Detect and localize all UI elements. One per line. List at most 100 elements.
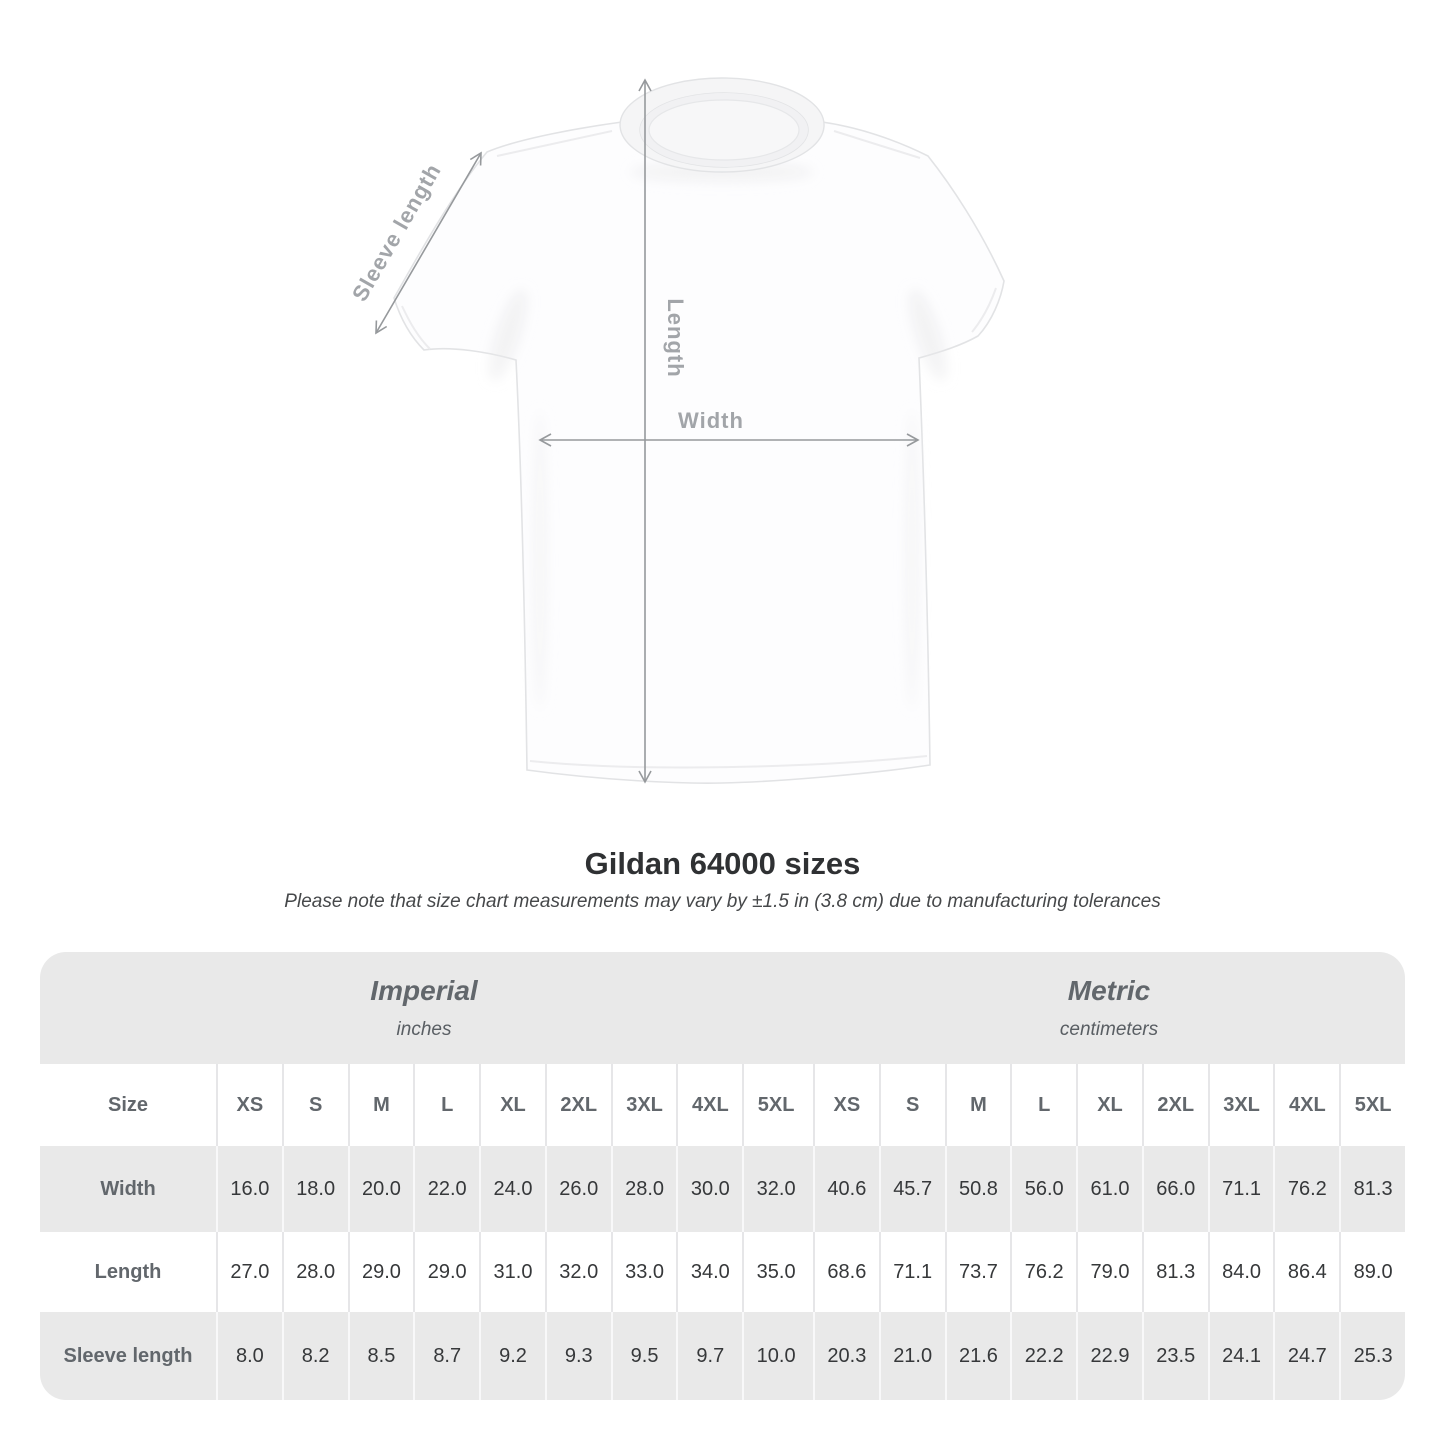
value-cell-imperial: 32.0 (544, 1232, 611, 1312)
size-header-metric-2xl: 2XL (1141, 1064, 1208, 1146)
value-cell-imperial: 28.0 (281, 1232, 348, 1312)
value-cell-imperial: 26.0 (544, 1146, 611, 1232)
imperial-title: Imperial (370, 975, 478, 1006)
value-cell-metric: 76.2 (1273, 1146, 1339, 1232)
width-label: Width (678, 408, 744, 433)
tshirt-graphic (393, 77, 1005, 784)
value-cell-imperial: 8.0 (216, 1312, 282, 1400)
value-cell-metric: 21.6 (944, 1312, 1011, 1400)
size-column-header: Size (107, 1093, 149, 1116)
value-cell-metric: 45.7 (878, 1146, 945, 1232)
length-arrowhead-bottom (638, 770, 652, 784)
right-shoulder-seam (833, 130, 921, 159)
sleeve-length-arrowhead-top (469, 151, 482, 166)
value-cell-metric: 79.0 (1076, 1232, 1142, 1312)
value-cell-imperial: 34.0 (676, 1232, 742, 1312)
size-header-imperial-4xl: 4XL (676, 1064, 742, 1146)
sleeve-length-arrowhead-bottom (375, 320, 388, 335)
value-cell-imperial: 10.0 (742, 1312, 808, 1400)
value-cell-imperial: 8.2 (281, 1312, 348, 1400)
size-header-metric-5xl: 5XL (1339, 1064, 1405, 1146)
left-sleeve-hem (401, 305, 431, 350)
imperial-subtitle: inches (396, 1019, 452, 1040)
value-cell-metric: 25.3 (1339, 1312, 1405, 1400)
length-arrowhead-top (638, 78, 652, 92)
value-cell-imperial: 9.3 (544, 1312, 611, 1400)
size-header-metric-s: S (878, 1064, 945, 1146)
value-cell-metric: 56.0 (1010, 1146, 1076, 1232)
size-header-metric-4xl: 4XL (1273, 1064, 1339, 1146)
table-row: Sleeve length 8.0 8.2 8.5 8.7 9.2 9.3 9.5 9.7 10.… (40, 1312, 1405, 1400)
value-cell-metric: 22.9 (1076, 1312, 1142, 1400)
value-cell-metric: 24.7 (1273, 1312, 1339, 1400)
value-cell-imperial: 18.0 (281, 1146, 348, 1232)
value-cell-metric: 40.6 (813, 1146, 879, 1232)
value-cell-metric: 24.1 (1207, 1312, 1274, 1400)
metric-section-header: Metric centimeters (813, 952, 1405, 1064)
value-cell-metric: 66.0 (1141, 1146, 1208, 1232)
value-cell-metric: 81.3 (1141, 1232, 1208, 1312)
value-cell-metric: 71.1 (878, 1232, 945, 1312)
value-cell-imperial: 16.0 (216, 1146, 282, 1232)
value-cell-imperial: 30.0 (676, 1146, 742, 1232)
row-label: Width (100, 1177, 156, 1200)
size-table: Imperial inches Metric centimeters Size X… (40, 952, 1405, 1400)
table-row: Width 16.0 18.0 20.0 22.0 24.0 26.0 28.0 30.0 32.… (40, 1146, 1405, 1232)
value-cell-metric: 86.4 (1273, 1232, 1339, 1312)
size-header-metric-xs: XS (813, 1064, 879, 1146)
row-label: Length (94, 1260, 162, 1283)
value-cell-imperial: 9.5 (610, 1312, 677, 1400)
size-header-metric-l: L (1010, 1064, 1076, 1146)
size-header-metric-m: M (944, 1064, 1011, 1146)
right-sleeve-hem (971, 287, 997, 333)
value-cell-metric: 73.7 (944, 1232, 1011, 1312)
collar-ribbing (648, 99, 800, 161)
bottom-hem-seam (529, 755, 928, 769)
value-cell-imperial: 28.0 (610, 1146, 677, 1232)
row-label: Sleeve length (63, 1344, 193, 1367)
value-cell-imperial: 9.7 (676, 1312, 742, 1400)
table-body: Width 16.0 18.0 20.0 22.0 24.0 26.0 28.0 30.0 32.… (40, 1146, 1405, 1400)
value-cell-metric: 81.3 (1339, 1146, 1405, 1232)
width-arrowhead-right (906, 433, 920, 447)
value-cell-imperial: 24.0 (479, 1146, 545, 1232)
size-header-metric-3xl: 3XL (1207, 1064, 1274, 1146)
value-cell-imperial: 22.0 (413, 1146, 479, 1232)
value-cell-metric: 21.0 (878, 1312, 945, 1400)
width-arrowhead-left (538, 433, 552, 447)
value-cell-metric: 22.2 (1010, 1312, 1076, 1400)
size-header-metric-xl: XL (1076, 1064, 1142, 1146)
value-cell-metric: 71.1 (1207, 1146, 1274, 1232)
size-header-row: Size XS S M L XL 2XL 3XL 4XL 5XL XS S M L XL 2XL 3XL 4XL 5… (40, 1064, 1405, 1146)
size-header-imperial-s: S (281, 1064, 348, 1146)
imperial-section-header: Imperial inches (40, 952, 808, 1064)
tolerance-note: Please note that size chart measurements… (284, 891, 1161, 912)
size-header-imperial-3xl: 3XL (610, 1064, 677, 1146)
value-cell-metric: 50.8 (944, 1146, 1011, 1232)
value-cell-imperial: 31.0 (479, 1232, 545, 1312)
value-cell-imperial: 29.0 (347, 1232, 414, 1312)
value-cell-imperial: 8.7 (413, 1312, 479, 1400)
table-row: Length 27.0 28.0 29.0 29.0 31.0 32.0 33.0 34.0 35… (40, 1232, 1405, 1312)
size-header-imperial-m: M (347, 1064, 414, 1146)
size-header-imperial-2xl: 2XL (544, 1064, 611, 1146)
value-cell-imperial: 33.0 (610, 1232, 677, 1312)
value-cell-imperial: 27.0 (216, 1232, 282, 1312)
value-cell-metric: 20.3 (813, 1312, 879, 1400)
size-header-imperial-5xl: 5XL (742, 1064, 808, 1146)
value-cell-metric: 89.0 (1339, 1232, 1405, 1312)
value-cell-metric: 84.0 (1207, 1232, 1274, 1312)
value-cell-metric: 23.5 (1141, 1312, 1208, 1400)
left-shoulder-seam (496, 130, 613, 157)
value-cell-metric: 61.0 (1076, 1146, 1142, 1232)
size-header-imperial-xl: XL (479, 1064, 545, 1146)
size-header-imperial-l: L (413, 1064, 479, 1146)
value-cell-imperial: 35.0 (742, 1232, 808, 1312)
sleeve-length-arrow (375, 152, 482, 334)
value-cell-metric: 76.2 (1010, 1232, 1076, 1312)
value-cell-imperial: 20.0 (347, 1146, 414, 1232)
value-cell-imperial: 9.2 (479, 1312, 545, 1400)
value-cell-imperial: 29.0 (413, 1232, 479, 1312)
value-cell-imperial: 8.5 (347, 1312, 414, 1400)
value-cell-metric: 68.6 (813, 1232, 879, 1312)
